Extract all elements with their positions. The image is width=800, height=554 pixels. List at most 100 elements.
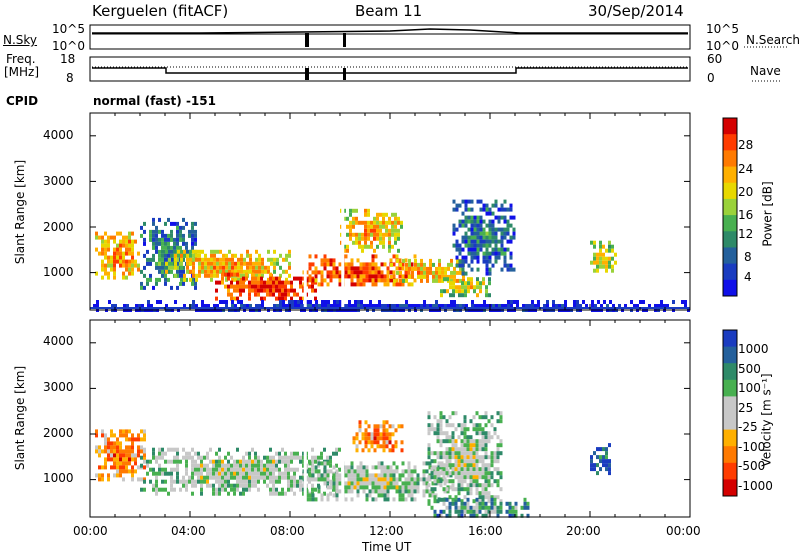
heatmap-cell (509, 215, 513, 220)
heatmap-cell (227, 272, 230, 277)
heatmap-cell (423, 266, 426, 271)
heatmap-cell (379, 224, 382, 229)
heatmap-cell (472, 439, 476, 444)
heatmap-cell (254, 280, 257, 285)
heatmap-cell (209, 471, 212, 476)
heatmap-cell (485, 231, 489, 236)
heatmap-cell (308, 493, 312, 498)
heatmap-cell (284, 280, 287, 285)
heatmap-cell (119, 465, 122, 470)
heatmap-cell (246, 253, 249, 258)
heatmap-cell (482, 235, 486, 240)
heatmap-cell (228, 269, 231, 274)
heatmap-cell (463, 475, 467, 480)
heatmap-cell (140, 477, 143, 482)
heatmap-cell (176, 451, 179, 456)
heatmap-cell (122, 251, 125, 256)
heatmap-cell (488, 243, 492, 248)
heatmap-cell (460, 467, 464, 472)
heatmap-cell (308, 461, 312, 466)
heatmap-cell (478, 471, 482, 476)
heatmap-cell (407, 477, 411, 482)
heatmap-cell (227, 479, 230, 484)
heatmap-cell (523, 501, 527, 506)
heatmap-cell (185, 463, 188, 468)
heatmap-cell (367, 232, 370, 237)
heatmap-cell (432, 270, 435, 275)
heatmap-cell (128, 259, 131, 264)
heatmap-cell (248, 284, 251, 289)
heatmap-cell (374, 489, 378, 494)
heatmap-cell (201, 257, 204, 262)
heatmap-cell (494, 259, 498, 264)
heatmap-cell (464, 259, 468, 264)
heatmap-cell (251, 483, 254, 488)
heatmap-cell (349, 208, 352, 213)
heatmap-cell (410, 477, 414, 482)
heatmap-cell (317, 270, 321, 275)
heatmap-cell (590, 455, 593, 460)
heatmap-cell (158, 241, 161, 246)
heatmap-cell (436, 451, 440, 456)
heatmap-cell (113, 255, 116, 260)
heatmap-cell (300, 300, 303, 304)
heatmap-cell (416, 481, 420, 486)
heatmap-cell (473, 255, 477, 260)
heatmap-cell (344, 274, 348, 279)
heatmap-cell (485, 259, 489, 264)
heatmap-cell (466, 447, 470, 452)
heatmap-cell (439, 419, 443, 424)
heatmap-cell (487, 475, 491, 480)
heatmap-cell (359, 278, 363, 283)
heatmap-cell (503, 259, 507, 264)
heatmap-cell (441, 270, 444, 275)
heatmap-cell (182, 281, 185, 286)
heatmap-cell (245, 459, 248, 464)
heatmap-cell (122, 469, 125, 474)
heatmap-cell (155, 261, 158, 266)
heatmap-cell (401, 461, 405, 466)
heatmap-cell (439, 463, 443, 468)
heatmap-cell (128, 453, 131, 458)
velocity-ytick-label: 2000 (43, 426, 74, 440)
heatmap-cell (490, 451, 494, 456)
heatmap-cell (390, 274, 393, 279)
heatmap-cell (543, 304, 546, 308)
heatmap-cell (439, 513, 443, 518)
heatmap-cell (125, 433, 128, 438)
heatmap-cell (481, 505, 485, 510)
heatmap-cell (425, 477, 429, 482)
heatmap-cell (455, 247, 459, 252)
heatmap-cell (380, 493, 384, 498)
heatmap-cell (155, 277, 158, 282)
date-title: 30/Sep/2014 (588, 2, 684, 20)
heatmap-cell (116, 251, 119, 256)
heatmap-cell (377, 473, 381, 478)
power-heatmap (90, 114, 690, 312)
heatmap-cell (599, 240, 602, 245)
heatmap-cell (192, 261, 195, 266)
heatmap-cell (473, 231, 477, 236)
heatmap-cell (445, 471, 449, 476)
heatmap-cell (438, 258, 441, 263)
heatmap-cell (195, 304, 198, 308)
heatmap-cell (608, 244, 611, 249)
heatmap-cell (176, 471, 179, 476)
heatmap-cell (149, 479, 152, 484)
heatmap-cell (101, 473, 104, 478)
heatmap-cell (439, 439, 443, 444)
heatmap-cell (152, 487, 155, 492)
heatmap-cell (388, 240, 391, 245)
colorbar-segment (723, 182, 737, 200)
heatmap-cell (382, 220, 385, 225)
heatmap-cell (164, 459, 167, 464)
heatmap-cell (113, 259, 116, 264)
heatmap-cell (356, 278, 360, 283)
heatmap-cell (493, 479, 497, 484)
heatmap-cell (457, 467, 461, 472)
heatmap-cell (350, 473, 354, 478)
heatmap-cell (466, 443, 470, 448)
heatmap-cell (350, 266, 354, 271)
heatmap-cell (573, 304, 576, 308)
heatmap-cell (472, 455, 476, 460)
